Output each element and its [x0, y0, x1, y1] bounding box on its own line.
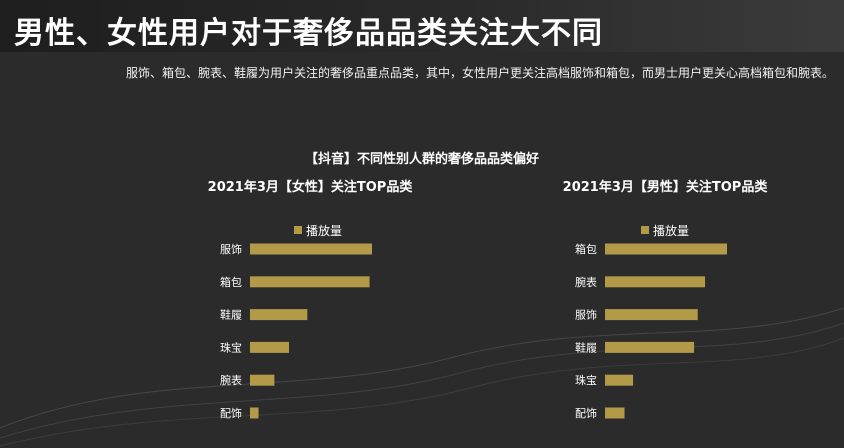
bar	[605, 407, 625, 419]
bar	[250, 243, 372, 255]
category-label: 鞋履	[575, 340, 597, 354]
legend-label: 播放量	[306, 223, 343, 238]
legend-swatch	[294, 226, 302, 234]
category-label: 腕表	[220, 373, 242, 387]
bar	[250, 341, 290, 353]
category-label: 配饰	[220, 406, 242, 420]
category-label: 服饰	[220, 242, 242, 256]
female-chart-title: 2021年3月【女性】关注TOP品类	[207, 180, 413, 195]
female-chart: 2021年3月【女性】关注TOP品类 播放量 服饰箱包鞋履珠宝腕表配饰	[120, 176, 500, 448]
male-chart-title: 2021年3月【男性】关注TOP品类	[562, 180, 768, 195]
category-label: 箱包	[575, 242, 597, 256]
category-label: 鞋履	[220, 308, 242, 322]
male-legend: 播放量	[641, 222, 689, 238]
category-label: 服饰	[575, 308, 597, 322]
bar	[605, 243, 727, 255]
legend-label: 播放量	[653, 223, 690, 238]
category-label: 配饰	[575, 406, 597, 420]
title-bar	[0, 0, 844, 52]
bar	[605, 309, 698, 321]
wave-decoration	[0, 307, 844, 447]
page-subtitle: 服饰、箱包、腕表、鞋履为用户关注的奢侈品重点品类，其中，女性用户更关注高档服饰和…	[125, 66, 834, 80]
page-title: 男性、女性用户对于奢侈品品类关注大不同	[14, 16, 603, 51]
bar	[250, 276, 370, 288]
bar	[605, 341, 695, 353]
bar	[605, 276, 706, 288]
category-label: 箱包	[220, 275, 242, 289]
bar	[250, 374, 275, 386]
category-label: 腕表	[575, 275, 597, 289]
bar	[250, 309, 308, 321]
legend-swatch	[641, 226, 649, 234]
male-chart: 2021年3月【男性】关注TOP品类 播放量 箱包腕表服饰鞋履珠宝配饰	[475, 176, 844, 448]
category-label: 珠宝	[220, 340, 242, 354]
bar	[605, 374, 634, 386]
chart-heading: 【抖音】不同性别人群的奢侈品品类偏好	[304, 152, 539, 167]
category-label: 珠宝	[575, 373, 597, 387]
bar	[250, 407, 259, 419]
female-legend: 播放量	[294, 222, 342, 238]
